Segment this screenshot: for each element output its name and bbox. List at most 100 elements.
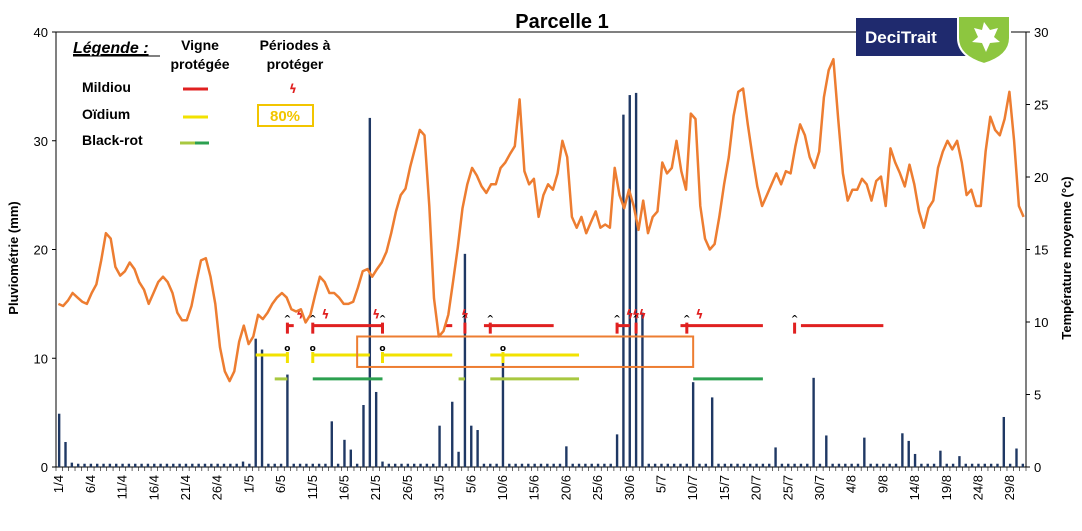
rain-bar (273, 463, 276, 467)
x-tick-label: 25/6 (590, 475, 605, 500)
rain-bar (108, 463, 112, 467)
rain-bar (647, 463, 650, 467)
rain-bar (685, 463, 689, 467)
rain-bar (508, 463, 511, 467)
rain-bar (603, 463, 606, 467)
rain-bar (463, 253, 467, 467)
plot-area (55, 31, 1027, 468)
rain-bar (704, 463, 708, 467)
rain-bar (451, 401, 454, 467)
rain-bar (393, 463, 397, 467)
rain-bar (710, 397, 714, 467)
rain-bar (761, 463, 765, 467)
rain-bar (882, 463, 885, 467)
rain-bar (76, 463, 80, 467)
rain-bar (1015, 448, 1018, 467)
risk-bolt-icon: ϟ (626, 308, 634, 322)
rain-bar (89, 463, 93, 467)
x-tick-label: 4/8 (844, 475, 859, 493)
rain-bar (64, 441, 67, 467)
chart-title: Parcelle 1 (515, 11, 608, 33)
risk-bolt-icon: ϟ (696, 308, 704, 322)
rain-bar (907, 440, 910, 467)
rain-bar (818, 463, 822, 467)
rain-bar (888, 463, 891, 467)
rain-bar (324, 463, 327, 467)
oidium-ring-icon: o (310, 344, 316, 354)
x-tick-label: 6/5 (273, 475, 288, 493)
rain-bar (495, 463, 498, 467)
x-tick-label: 30/7 (812, 475, 827, 500)
x-tick-label: 14/8 (907, 475, 922, 500)
rain-bar (996, 463, 999, 467)
x-tick-label: 1/5 (241, 475, 256, 493)
risk-bolt-icon: ϟ (296, 308, 304, 322)
rain-bar (203, 463, 207, 467)
mildiou-caret-icon: ^ (683, 315, 691, 325)
x-tick-label: 25/7 (780, 475, 795, 500)
logo-text: DeciTrait (865, 28, 937, 47)
x-tick-label: 29/8 (1002, 475, 1017, 500)
rain-bar (165, 463, 169, 467)
y-left-tick-label: 30 (34, 134, 48, 149)
rain-bar (932, 463, 936, 467)
rain-bar (787, 463, 790, 467)
mildiou-caret-icon: ^ (284, 315, 292, 325)
rain-bar (57, 413, 61, 467)
rain-bar (571, 463, 574, 467)
rain-bar (1002, 416, 1006, 467)
y-right-tick-label: 30 (1034, 25, 1048, 40)
decitrait-logo: DeciTrait (856, 15, 1011, 66)
rain-bar (837, 463, 841, 467)
rain-bar (444, 463, 448, 467)
y-right-tick-label: 0 (1034, 460, 1041, 475)
rain-bar (482, 463, 486, 467)
y-axis-left: 0 10 20 30 40 (34, 25, 56, 475)
mildiou-caret-icon: ^ (379, 315, 387, 325)
rain-bar (546, 463, 549, 467)
rain-bar (191, 463, 194, 467)
rain-bar (279, 463, 283, 467)
rain-bar (641, 312, 644, 467)
x-tick-label: 16/5 (336, 475, 351, 500)
rain-bar (1008, 463, 1012, 467)
x-axis: 1/4 6/4 11/4 16/4 21/4 26/4 1/5 6/5 11/5 16/5 21/5… (51, 467, 1027, 500)
x-tick-label: 30/6 (622, 475, 637, 500)
rain-bar (457, 451, 460, 467)
rain-bar (660, 463, 663, 467)
rain-bar (298, 463, 302, 467)
rain-bar (825, 435, 828, 467)
x-tick-label: 31/5 (432, 475, 447, 500)
rain-bar (863, 437, 866, 467)
rain-bar (292, 463, 295, 467)
rain-bar (311, 463, 314, 467)
rain-bar (717, 463, 720, 467)
rain-bar (565, 446, 568, 467)
rain-bar (577, 463, 581, 467)
y-axis-right: 0 5 10 15 20 25 30 (1026, 25, 1048, 475)
y-left-tick-label: 40 (34, 25, 48, 40)
rain-bar (355, 463, 359, 467)
rain-bar (184, 463, 188, 467)
rain-bar (501, 361, 505, 467)
rain-bar (666, 463, 669, 467)
mildiou-caret-icon: ^ (791, 315, 799, 325)
rain-bar (901, 433, 904, 467)
rain-bar (983, 463, 986, 467)
rain-bar (222, 463, 226, 467)
rain-bar (260, 349, 264, 467)
rain-bar (197, 463, 200, 467)
rain-bar (768, 463, 771, 467)
legend-col1-line1: Vigne (181, 37, 219, 53)
rain-bar (780, 463, 784, 467)
rain-bar (305, 463, 308, 467)
rain-bar (831, 463, 834, 467)
rain-bar (584, 463, 587, 467)
x-tick-label: 20/6 (558, 475, 573, 500)
rain-bar (970, 463, 974, 467)
x-tick-label: 26/5 (400, 475, 415, 500)
legend-col2-line1: Périodes à (260, 37, 331, 53)
y-right-tick-label: 25 (1034, 98, 1048, 113)
x-tick-label: 21/4 (178, 475, 193, 500)
mildiou-caret-icon: ^ (461, 315, 469, 325)
